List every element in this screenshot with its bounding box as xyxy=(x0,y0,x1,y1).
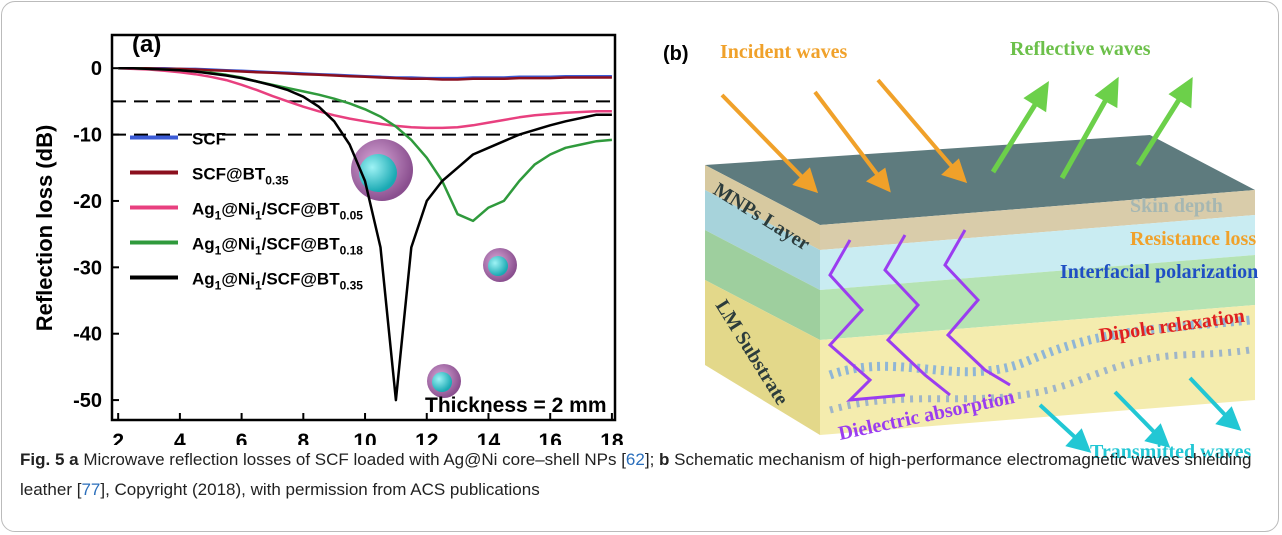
skin-label: Skin depth xyxy=(1130,195,1223,217)
caption-text: ], Copyright (2018), with permission fro… xyxy=(100,480,539,499)
reference[interactable]: 62 xyxy=(626,450,645,469)
caption-text: ]; xyxy=(645,450,659,469)
panel-label: (b) xyxy=(663,43,689,65)
caption: Fig. 5 a Microwave reflection losses of … xyxy=(20,445,1260,505)
caption-part: b xyxy=(659,450,669,469)
reference[interactable]: 77 xyxy=(81,480,100,499)
reflective-label: Reflective waves xyxy=(1010,38,1151,60)
schematic: (b) Incident waves Reflective waves Skin… xyxy=(0,0,1282,470)
incident-label: Incident waves xyxy=(720,41,847,63)
caption-part: a xyxy=(69,450,78,469)
resistance-label: Resistance loss xyxy=(1130,228,1256,250)
caption-label: Fig. 5 xyxy=(20,450,64,469)
caption-text: Microwave reflection losses of SCF loade… xyxy=(79,450,626,469)
interfacial-label: Interfacial polarization xyxy=(1060,261,1258,283)
